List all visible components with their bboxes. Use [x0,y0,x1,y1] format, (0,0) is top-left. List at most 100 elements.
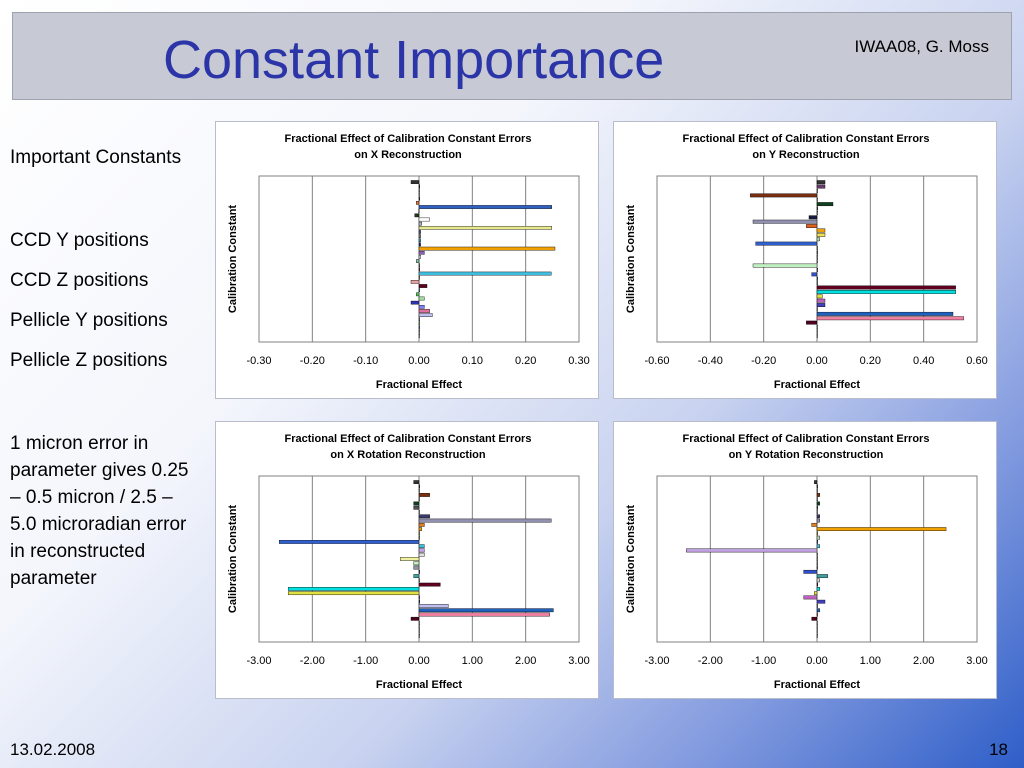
bar [816,211,819,215]
bar [816,501,820,506]
x-axis-label: Fractional Effect [376,679,463,691]
x-tick-label: -3.00 [246,655,271,667]
left-text-4: Pellicle Y positions [10,310,168,331]
x-tick-label: -1.00 [353,655,378,667]
left-text-2: CCD Y positions [10,230,149,251]
bar [816,493,820,497]
x-tick-label: 0.20 [515,355,536,367]
bar [418,334,421,338]
bar [816,316,964,321]
bar [288,587,420,591]
bar [416,292,420,297]
bar [410,280,420,284]
bar [418,275,421,280]
x-tick-label: 0.10 [462,355,483,367]
bar [418,263,421,268]
bar [418,633,421,638]
bar [418,188,421,193]
bar [686,548,818,553]
bar [418,531,421,536]
left-text-1: Important Constants [10,147,182,168]
bar [410,616,420,621]
bar [752,263,818,268]
bar [816,514,820,519]
title-bar: Constant Importance IWAA08, G. Moss [12,12,1012,100]
chart-title: Fractional Effect of Calibration Constan… [683,433,930,445]
x-tick-label: 1.00 [860,655,881,667]
bar [816,184,826,189]
bar [418,484,421,489]
bar [816,303,826,307]
bar [816,180,826,185]
bar [816,281,819,286]
bar [418,514,430,519]
bar [816,565,819,570]
bar [418,238,421,243]
x-tick-label: -1.00 [751,655,776,667]
bar [816,268,819,272]
bar [816,505,819,510]
bar [418,267,421,272]
bar [418,304,425,309]
bar [816,246,819,250]
bar [755,241,818,246]
bar [816,325,819,329]
bar [418,625,421,630]
bar [418,234,421,238]
bar [816,604,819,608]
bar [806,224,818,228]
x-tick-label: -0.20 [300,355,325,367]
bar [816,285,956,290]
chart-x-reconstruction: Fractional Effect of Calibration Constan… [215,121,599,399]
x-tick-label: -0.30 [246,355,271,367]
bar [816,290,956,294]
bar [418,221,422,226]
x-axis-label: Fractional Effect [774,379,861,391]
x-tick-label: 0.30 [568,355,589,367]
bar [413,505,420,510]
bar [418,313,433,317]
bar [418,621,421,625]
bar [418,192,421,197]
bar [816,206,819,211]
x-tick-label: 0.40 [913,355,934,367]
x-tick-label: -3.00 [644,655,669,667]
bar [816,552,819,557]
chart-subtitle: on X Reconstruction [354,149,462,161]
bar [816,298,826,303]
chart-svg: Fractional Effect of Calibration Constan… [227,133,590,391]
bar [413,480,420,485]
author-label: IWAA08, G. Moss [854,37,989,56]
bar [418,527,422,531]
x-tick-label: 1.00 [462,655,483,667]
bar [418,225,553,230]
bar [413,561,420,566]
bar [816,228,826,233]
bar [418,582,441,587]
bar [816,294,823,299]
bar [816,608,820,613]
chart-svg: Fractional Effect of Calibration Constan… [625,433,988,691]
bar [418,205,553,209]
bar [279,540,420,544]
bar [418,488,421,493]
bar [816,582,819,587]
chart-subtitle: on Y Reconstruction [752,149,859,161]
bar [418,535,421,540]
x-tick-label: 0.00 [408,355,429,367]
bar [418,246,556,251]
bar [418,599,421,604]
x-tick-label: -2.00 [300,655,325,667]
bar [816,189,819,193]
y-axis-label: Calibration Constant [227,505,239,614]
bar [816,510,819,514]
bar [806,320,818,325]
chart-title: Fractional Effect of Calibration Constan… [285,133,532,145]
bar [816,311,954,316]
bar [816,484,819,489]
bar [288,591,420,596]
bar [418,329,421,334]
bar [816,544,820,549]
bar [752,219,818,224]
bar [410,180,420,184]
